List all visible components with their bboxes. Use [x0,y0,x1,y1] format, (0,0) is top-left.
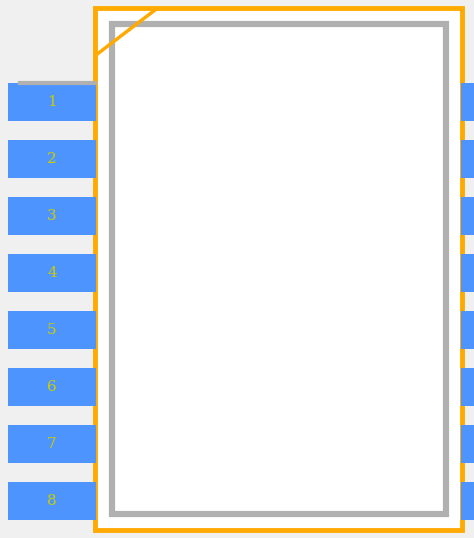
Bar [8,254,96,292]
Text: 3: 3 [47,209,57,223]
Text: 1: 1 [47,95,57,109]
Bar [8,140,96,178]
Text: 6: 6 [47,380,57,394]
Bar [461,368,474,406]
Bar [8,482,96,520]
Bar [461,197,474,235]
Text: 2: 2 [47,152,57,166]
Bar [461,140,474,178]
Bar [461,425,474,463]
Bar [8,83,96,121]
Bar [8,368,96,406]
Bar [112,24,446,514]
Bar [461,83,474,121]
Bar [8,311,96,349]
Text: 7: 7 [47,437,57,451]
Text: 4: 4 [47,266,57,280]
Bar [8,197,96,235]
Bar [461,254,474,292]
Text: 8: 8 [47,494,57,508]
Bar [461,482,474,520]
Bar [95,8,462,530]
Bar [461,311,474,349]
Bar [8,425,96,463]
Text: 5: 5 [47,323,57,337]
